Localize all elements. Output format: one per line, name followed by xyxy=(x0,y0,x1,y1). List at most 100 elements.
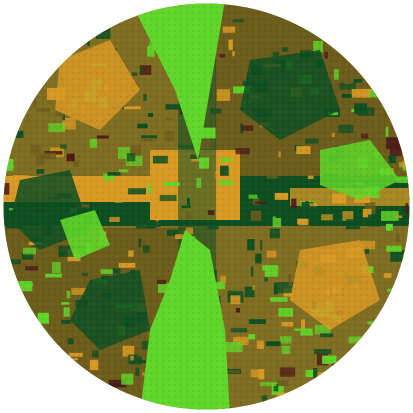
camo-blob xyxy=(44,380,49,392)
camo-blob xyxy=(115,403,129,410)
camo-blob xyxy=(3,267,6,271)
camo-blob xyxy=(67,382,71,393)
camo-blob xyxy=(376,354,387,357)
camo-blob xyxy=(279,11,282,18)
camo-blob xyxy=(378,328,393,331)
camo-blob xyxy=(367,41,373,46)
camo-blob xyxy=(372,75,375,79)
camo-blob xyxy=(21,387,26,396)
camo-blob xyxy=(345,29,354,40)
camo-blob xyxy=(395,350,398,363)
camo-blob xyxy=(78,402,96,410)
camo-blob xyxy=(344,48,348,52)
camo-blob xyxy=(386,71,401,75)
camo-blob xyxy=(33,65,41,71)
camo-blob xyxy=(396,49,402,59)
camo-blob xyxy=(386,53,398,60)
camo-blob xyxy=(396,338,409,348)
camo-blob xyxy=(70,4,81,14)
camo-blob xyxy=(351,16,365,20)
camo-blob xyxy=(403,393,408,402)
camo-blob xyxy=(68,396,78,402)
camo-blob xyxy=(383,385,401,397)
camo-blob xyxy=(355,21,365,33)
camo-blob xyxy=(45,51,60,55)
camo-blob xyxy=(399,41,410,45)
camo-blob xyxy=(308,400,320,405)
camo-blob xyxy=(405,390,409,397)
camo-blob xyxy=(43,12,56,15)
camo-blob xyxy=(8,19,22,29)
camo-blob xyxy=(271,3,280,10)
camo-blob xyxy=(5,76,23,85)
camo-blob xyxy=(33,326,42,337)
camo-blob xyxy=(12,21,16,29)
camo-blob xyxy=(88,7,105,12)
camo-blob xyxy=(392,322,398,325)
camo-blob xyxy=(3,396,12,400)
camo-blob xyxy=(385,305,403,308)
camo-blob xyxy=(38,51,52,63)
camo-blob xyxy=(314,22,319,28)
camo-blob xyxy=(84,4,88,11)
camo-blob xyxy=(5,126,19,130)
camo-blob xyxy=(4,280,9,287)
camo-blob xyxy=(394,408,402,410)
camo-blob xyxy=(317,394,328,404)
camo-blob xyxy=(31,402,39,408)
camo-blob xyxy=(401,347,407,354)
camo-blob xyxy=(67,34,75,44)
camo-blob xyxy=(313,390,316,401)
camo-blob xyxy=(17,57,27,69)
camo-blob xyxy=(390,318,406,323)
camo-blob xyxy=(100,3,107,10)
camo-blob xyxy=(406,123,410,129)
camo-blob xyxy=(171,3,182,6)
camo-blob xyxy=(399,19,410,29)
camo-blob xyxy=(10,389,21,401)
camo-blob xyxy=(395,108,404,115)
camo-blob xyxy=(302,404,315,410)
camo-blob xyxy=(328,16,345,20)
camo-blob xyxy=(339,406,347,410)
camo-blob xyxy=(350,359,361,370)
camo-blob xyxy=(18,33,34,39)
camo-blob xyxy=(41,29,52,42)
camo-blob xyxy=(42,346,45,350)
camo-blob xyxy=(336,42,341,49)
camo-blob xyxy=(362,44,376,57)
camo-blob xyxy=(37,5,49,8)
camo-blob xyxy=(378,384,395,392)
camo-blob xyxy=(404,268,410,274)
camo-blob xyxy=(48,53,59,64)
camo-blob xyxy=(14,6,19,14)
camo-blob xyxy=(7,81,20,88)
camo-blob xyxy=(64,38,68,46)
camo-blob xyxy=(372,60,387,72)
camo-blob xyxy=(408,159,410,166)
camo-blob xyxy=(129,395,135,400)
camo-blob xyxy=(404,389,410,392)
camo-blob xyxy=(9,345,18,354)
camo-blob xyxy=(389,296,404,300)
camo-blob xyxy=(10,300,22,309)
camo-blob xyxy=(404,8,410,12)
camo-blob xyxy=(14,401,19,410)
camo-blob xyxy=(40,381,47,392)
camo-blob xyxy=(324,3,342,6)
camo-blob xyxy=(18,328,24,341)
camo-blob xyxy=(401,355,410,361)
camo-blob xyxy=(396,49,408,54)
camo-blob xyxy=(23,47,30,55)
camo-blob xyxy=(373,394,381,402)
camo-blob xyxy=(318,395,327,406)
camo-blob xyxy=(387,342,402,350)
camo-blob xyxy=(344,26,351,32)
camo-blob xyxy=(12,317,21,326)
camo-blob xyxy=(409,51,410,56)
camo-blob xyxy=(57,392,66,395)
